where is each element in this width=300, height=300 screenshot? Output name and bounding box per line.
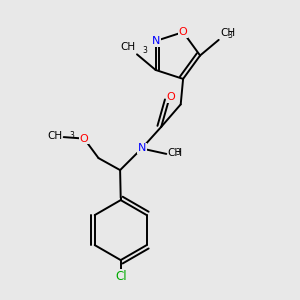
Text: N: N bbox=[137, 143, 146, 154]
Text: 3: 3 bbox=[142, 46, 147, 55]
Text: O: O bbox=[80, 134, 88, 144]
Text: Cl: Cl bbox=[115, 270, 127, 284]
Text: CH: CH bbox=[47, 131, 62, 142]
Text: 3: 3 bbox=[175, 148, 180, 157]
Text: O: O bbox=[167, 92, 176, 102]
Text: O: O bbox=[179, 27, 188, 37]
Text: N: N bbox=[152, 36, 160, 46]
Text: 3: 3 bbox=[69, 131, 74, 140]
Text: 3: 3 bbox=[228, 32, 232, 40]
Text: CH: CH bbox=[120, 42, 136, 52]
Text: CH: CH bbox=[220, 28, 235, 38]
Text: CH: CH bbox=[168, 148, 183, 158]
